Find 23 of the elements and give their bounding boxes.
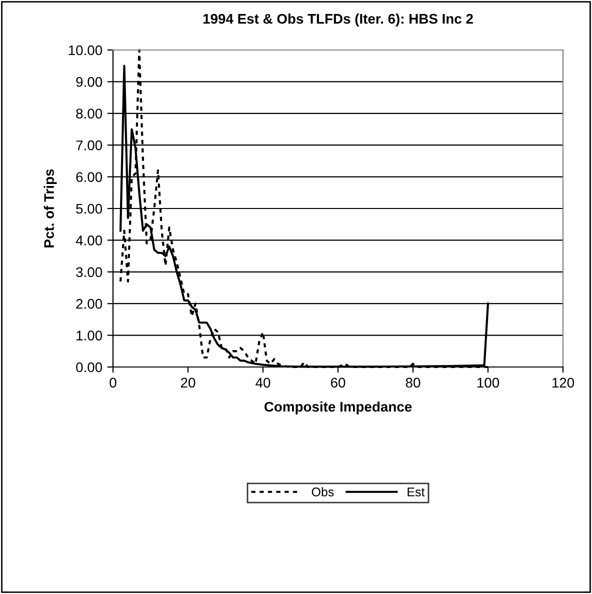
y-tick-label: 4.00 bbox=[76, 236, 102, 246]
y-axis-title: Pct. of Trips bbox=[44, 169, 57, 248]
y-tick-label: 6.00 bbox=[76, 172, 102, 182]
y-tick-label: 3.00 bbox=[76, 267, 102, 278]
y-tick-label: 8.00 bbox=[76, 108, 102, 119]
x-tick-label: 100 bbox=[477, 378, 500, 388]
y-tick-label: 9.00 bbox=[76, 77, 102, 87]
x-tick-label: 0 bbox=[110, 378, 116, 388]
y-tick-label: 5.00 bbox=[76, 204, 102, 214]
x-tick-label: 80 bbox=[406, 378, 420, 388]
y-tick-label: 2.00 bbox=[76, 298, 102, 309]
y-tick-label: 7.00 bbox=[76, 140, 102, 150]
x-tick-label: 60 bbox=[330, 378, 346, 388]
legend-label: Obs bbox=[312, 487, 334, 496]
legend-label: Est bbox=[408, 488, 425, 496]
chart-title: 1994 Est & Obs TLFDs (Iter. 6): HBS Inc 2 bbox=[203, 14, 473, 26]
x-tick-label: 40 bbox=[256, 378, 270, 388]
x-tick-label: 20 bbox=[180, 378, 196, 388]
x-tick-label: 120 bbox=[552, 378, 574, 388]
x-axis-title: Composite Impedance bbox=[264, 401, 412, 414]
y-tick-label: 1.00 bbox=[76, 330, 102, 340]
y-tick-label: 10.00 bbox=[68, 45, 102, 56]
y-tick-label: 0.00 bbox=[76, 362, 102, 372]
